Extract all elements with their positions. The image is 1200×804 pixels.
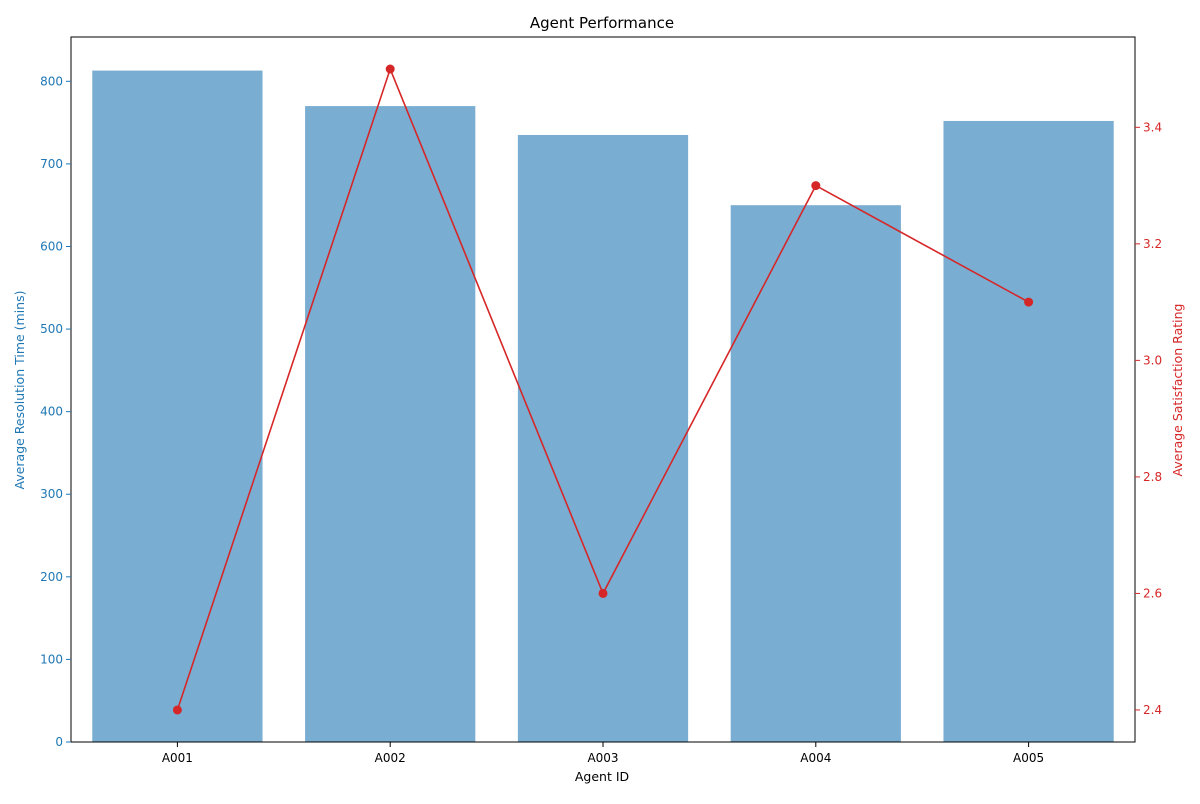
y-left-tick-label: 400	[40, 405, 63, 419]
y-left-tick-label: 0	[55, 735, 63, 749]
y-right-tick-label: 2.6	[1143, 586, 1162, 600]
y-left-tick-label: 500	[40, 322, 63, 336]
bars-layer	[92, 70, 1114, 743]
axes-layer: 0 100 200 300 400 500 600 700 800 2.4 2.6 2.8 3.0 3.2…	[40, 36, 1162, 765]
y-axis-left-label: Average Resolution Time (mins)	[12, 291, 27, 490]
y-left-tick-label: 800	[40, 74, 63, 88]
x-tick-label: A002	[375, 751, 406, 765]
y-axis-right-label: Average Satisfaction Rating	[1170, 304, 1185, 477]
satisfaction-point-a001	[172, 705, 182, 715]
y-left-tick-label: 700	[40, 157, 63, 171]
satisfaction-point-a002	[385, 64, 395, 74]
bar-a002	[305, 106, 476, 743]
satisfaction-point-a004	[811, 181, 821, 191]
x-tick-label: A005	[1013, 751, 1044, 765]
y-right-tick-label: 3.2	[1143, 237, 1162, 251]
bar-a003	[517, 134, 689, 742]
y-right-tick-label: 3.4	[1143, 120, 1162, 134]
satisfaction-point-a003	[598, 588, 608, 598]
y-right-tick-label: 2.4	[1143, 703, 1162, 717]
satisfaction-point-a005	[1024, 297, 1034, 307]
x-tick-label: A003	[587, 751, 618, 765]
y-left-tick-label: 600	[40, 239, 63, 253]
y-left-tick-label: 300	[40, 487, 63, 501]
x-axis-label: Agent ID	[575, 769, 629, 784]
line-layer	[172, 64, 1034, 715]
y-right-tick-label: 3.0	[1143, 353, 1162, 367]
bar-a005	[943, 120, 1114, 742]
y-left-tick-label: 100	[40, 652, 63, 666]
bar-a004	[730, 205, 901, 742]
bar-a001	[92, 70, 263, 743]
x-tick-label: A001	[162, 751, 193, 765]
chart-title: Agent Performance	[530, 14, 674, 32]
y-right-tick-label: 2.8	[1143, 470, 1162, 484]
x-tick-label: A004	[800, 751, 831, 765]
y-left-tick-label: 200	[40, 570, 63, 584]
